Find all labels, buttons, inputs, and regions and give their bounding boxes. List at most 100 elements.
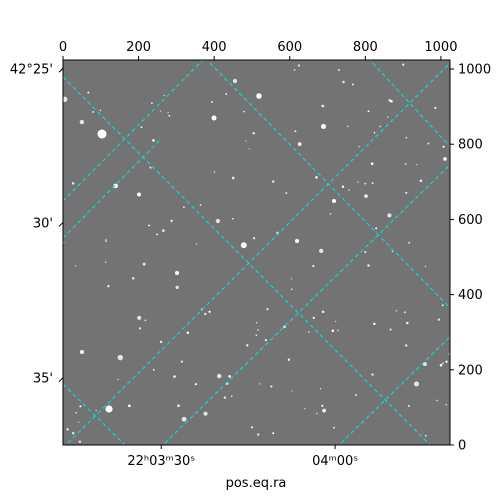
- dec-tick-label: 30': [33, 216, 53, 231]
- star: [137, 192, 141, 197]
- star: [370, 162, 374, 165]
- star: [290, 288, 293, 291]
- star: [395, 310, 398, 312]
- star: [290, 278, 293, 280]
- star: [373, 132, 376, 134]
- x-axis-title: pos.eq.ra: [226, 476, 287, 491]
- star: [255, 334, 258, 336]
- star: [159, 110, 162, 112]
- ra-tick-label: 22ʰ03ᵐ30ˢ: [127, 454, 195, 469]
- star: [293, 69, 296, 71]
- ra-axis: 22ʰ03ᵐ30ˢ 04ᵐ00ˢ: [127, 445, 358, 469]
- star: [175, 271, 179, 275]
- star: [156, 233, 158, 236]
- star: [252, 132, 255, 135]
- star: [287, 358, 291, 361]
- star: [87, 91, 90, 94]
- x-tick-label: 800: [353, 40, 378, 55]
- star: [441, 304, 444, 307]
- star: [217, 373, 222, 379]
- star: [364, 250, 367, 254]
- star: [105, 240, 107, 242]
- star: [387, 116, 389, 118]
- y-tick-label: 1000: [458, 63, 491, 78]
- star: [99, 109, 102, 112]
- star: [442, 145, 445, 148]
- star: [404, 311, 406, 314]
- dec-tick-label: 35': [33, 372, 53, 387]
- star: [408, 241, 411, 244]
- star: [163, 94, 165, 97]
- star: [331, 329, 335, 333]
- star: [71, 182, 75, 185]
- star: [391, 250, 394, 253]
- sky-background: [63, 60, 450, 445]
- star: [131, 277, 135, 280]
- star: [351, 83, 354, 86]
- star: [245, 140, 247, 142]
- star: [358, 146, 360, 148]
- star: [419, 179, 423, 183]
- star: [78, 440, 82, 443]
- star: [439, 363, 443, 367]
- star: [348, 189, 350, 191]
- star: [272, 432, 275, 435]
- star: [66, 428, 69, 431]
- star: [117, 354, 124, 361]
- star: [445, 360, 448, 363]
- star: [320, 123, 327, 130]
- star: [321, 404, 324, 407]
- star: [71, 432, 75, 435]
- star: [402, 63, 405, 66]
- y-tick-label: 200: [458, 363, 483, 378]
- star: [223, 396, 227, 399]
- star: [168, 114, 171, 117]
- star: [367, 110, 370, 113]
- star: [390, 99, 393, 103]
- star: [315, 176, 318, 179]
- star: [371, 182, 374, 185]
- star: [152, 139, 155, 142]
- star: [95, 409, 97, 412]
- star: [322, 408, 326, 413]
- star: [407, 404, 410, 407]
- star: [195, 243, 198, 245]
- star: [304, 408, 306, 410]
- star: [252, 237, 256, 240]
- right-pixel-axis: 0 200 400 600 800 1000: [450, 63, 491, 454]
- star: [333, 426, 335, 429]
- grid-line: [206, 60, 450, 309]
- star: [264, 338, 268, 342]
- star: [266, 307, 269, 311]
- star: [422, 362, 427, 367]
- star: [230, 395, 233, 398]
- star: [329, 213, 332, 215]
- star: [144, 319, 147, 322]
- star: [107, 284, 110, 288]
- star: [321, 310, 325, 314]
- star: [364, 194, 368, 198]
- star: [341, 185, 345, 188]
- star: [308, 331, 310, 333]
- plot-frame: [62, 59, 451, 446]
- star: [342, 80, 345, 84]
- star: [256, 93, 262, 99]
- grid-line: [63, 76, 431, 445]
- star: [128, 404, 131, 408]
- star: [364, 182, 367, 185]
- star: [177, 404, 180, 408]
- star: [92, 111, 94, 113]
- star: [151, 102, 153, 104]
- star: [445, 404, 448, 406]
- grid-line: [65, 62, 450, 445]
- star: [321, 104, 325, 108]
- top-pixel-axis: 0 200 400 600 800 1000: [59, 40, 457, 60]
- star: [424, 434, 427, 437]
- star: [405, 321, 409, 325]
- star: [182, 206, 185, 209]
- dec-tick-label: 42°25': [10, 62, 53, 77]
- star: [142, 262, 146, 266]
- grid-line: [63, 139, 161, 239]
- star: [337, 69, 340, 71]
- star: [387, 213, 392, 218]
